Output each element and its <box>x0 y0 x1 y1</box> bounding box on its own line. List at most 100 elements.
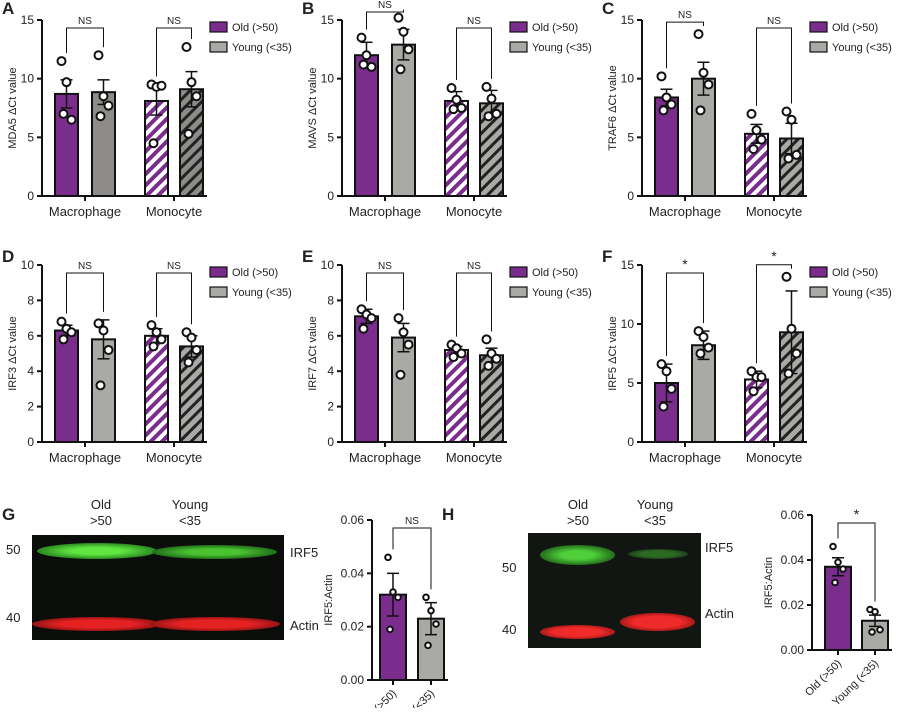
data-point <box>103 100 114 111</box>
data-point <box>148 138 159 149</box>
data-point <box>95 380 106 391</box>
data-point <box>868 628 876 636</box>
significance-bracket <box>366 9 404 30</box>
data-point <box>483 360 494 371</box>
data-point <box>58 108 69 119</box>
western-blot-image <box>32 535 284 640</box>
data-point <box>661 92 672 103</box>
data-point <box>358 323 369 334</box>
y-tick-label: 5 <box>327 130 334 144</box>
significance-label: NS <box>378 261 392 272</box>
panel-letter: B <box>302 0 314 18</box>
data-point <box>93 318 104 329</box>
y-tick-label: 10 <box>321 258 335 272</box>
data-point <box>481 81 492 92</box>
significance-bracket <box>756 264 792 364</box>
data-point <box>181 41 192 52</box>
legend-label: Old (>50) <box>532 267 578 279</box>
x-category-label: Macrophage <box>49 204 121 219</box>
y-tick-label: 4 <box>327 364 334 378</box>
y-axis-label: IRF3 ΔCt value <box>7 316 19 391</box>
data-point <box>98 325 109 336</box>
data-point <box>491 108 502 119</box>
data-point <box>876 625 884 634</box>
data-point <box>394 593 402 602</box>
significance-label: * <box>854 506 860 522</box>
y-tick-label: 5 <box>27 130 34 144</box>
data-point <box>656 71 667 82</box>
data-point <box>756 134 767 145</box>
data-point <box>448 104 459 115</box>
y-tick-label: 0.00 <box>781 643 805 657</box>
data-point <box>191 344 202 355</box>
y-tick-label: 15 <box>621 258 635 272</box>
y-axis-label: TRAF6 ΔCt value <box>607 65 619 151</box>
data-point <box>703 342 714 353</box>
panel-c: C 0 5 10 15 TRAF6 ΔCt value NS Macrophage NS Mono… <box>602 0 892 219</box>
data-point <box>148 341 159 352</box>
legend-swatch <box>209 266 228 278</box>
data-point <box>358 59 369 70</box>
y-tick-label: 15 <box>321 13 335 27</box>
data-point <box>456 103 467 113</box>
y-tick-label: 10 <box>621 72 635 86</box>
significance-label: NS <box>467 16 481 27</box>
lane-label-old: Old >50 <box>89 497 113 528</box>
bar <box>54 92 79 197</box>
data-point <box>481 334 492 345</box>
bar <box>444 348 469 443</box>
panel-d: D 0 2 4 6 8 10 IRF3 ΔCt value NS Macrophage NS Mono… <box>2 247 292 465</box>
data-point <box>427 606 435 615</box>
western-blot-image <box>528 533 701 648</box>
legend-label: Young (<35) <box>532 42 592 54</box>
y-axis-label: IRF7 ΔCt value <box>307 316 319 391</box>
panel-e: E 0 2 4 6 8 10 IRF7 ΔCt value NS Macrophage NS Mono… <box>302 247 592 465</box>
y-tick-label: 10 <box>21 72 35 86</box>
bar <box>691 77 716 197</box>
y-tick-label: 0 <box>27 189 34 203</box>
y-tick-label: 10 <box>21 258 35 272</box>
data-point <box>695 105 706 116</box>
y-tick-label: 5 <box>627 130 634 144</box>
data-point <box>781 271 792 282</box>
y-tick-label: 10 <box>621 317 635 331</box>
x-category-label: Monocyte <box>446 204 502 219</box>
band-label-actin: Actin <box>290 618 319 633</box>
data-point <box>786 323 797 334</box>
data-point <box>666 383 677 394</box>
data-point <box>748 144 759 155</box>
data-point <box>395 369 406 380</box>
significance-label: * <box>771 248 777 264</box>
bar <box>444 99 469 197</box>
legend-label: Old (>50) <box>832 22 878 34</box>
data-point <box>834 558 842 567</box>
legend-label: Old (>50) <box>532 22 578 34</box>
y-tick-label: 0.04 <box>781 553 805 567</box>
y-tick-label: 6 <box>327 329 334 343</box>
data-point <box>98 91 109 102</box>
data-point <box>366 61 377 72</box>
legend-swatch <box>509 21 528 33</box>
legend-label: Young (<35) <box>232 42 292 54</box>
data-point <box>703 79 714 90</box>
significance-label: NS <box>78 261 92 272</box>
lane-label-young: Young <35 <box>636 497 674 528</box>
data-point <box>403 339 414 350</box>
data-point <box>871 607 879 616</box>
data-point <box>58 334 69 345</box>
data-point <box>95 111 106 122</box>
legend-swatch <box>509 41 528 53</box>
y-axis-label: IRF5:Actin <box>763 557 775 608</box>
x-category-label: Macrophage <box>649 204 721 219</box>
panel-letter: H <box>442 505 454 524</box>
bar <box>144 334 169 443</box>
y-tick-label: 0.02 <box>341 620 365 634</box>
significance-label: NS <box>167 16 181 27</box>
y-tick-label: 2 <box>327 400 334 414</box>
data-point <box>446 83 457 94</box>
data-point <box>656 359 667 370</box>
y-tick-label: 8 <box>327 293 334 307</box>
x-category-label: Macrophage <box>49 450 121 465</box>
y-axis-label: IRF5 ΔCt value <box>607 316 619 391</box>
